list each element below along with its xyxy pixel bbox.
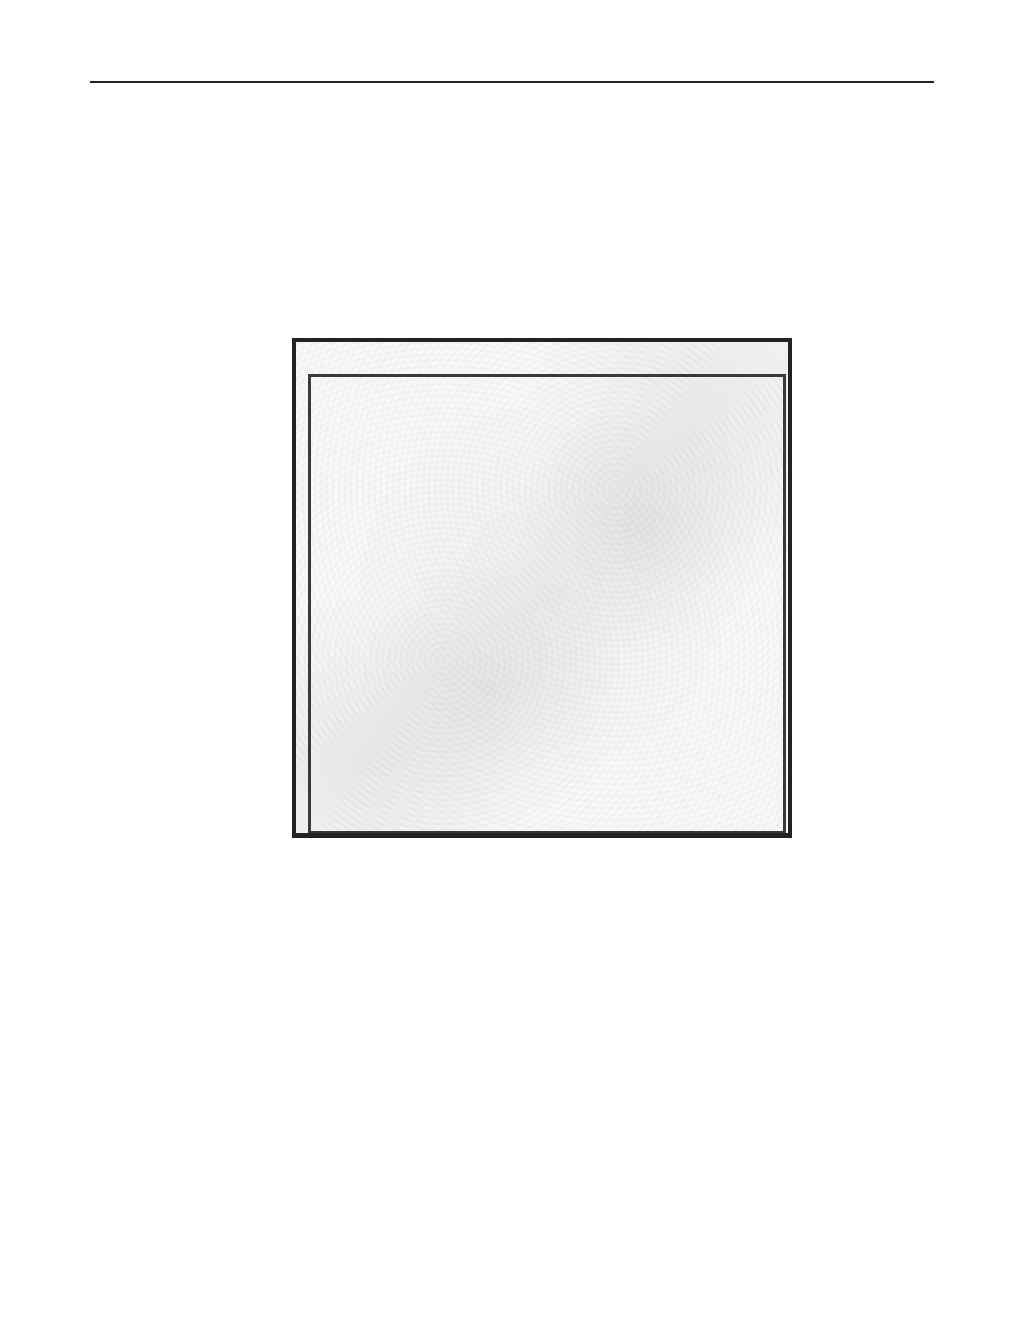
plot-svg-overlay — [296, 342, 788, 833]
y-axis-title — [222, 338, 246, 838]
plot-frame — [292, 338, 792, 838]
y-axis-ticks — [278, 338, 292, 842]
header-rule — [90, 81, 934, 83]
x-axis-ticks — [292, 838, 796, 852]
scatter-plot — [180, 300, 820, 885]
page — [0, 0, 1024, 1320]
x-axis-ticklabels — [292, 852, 832, 876]
